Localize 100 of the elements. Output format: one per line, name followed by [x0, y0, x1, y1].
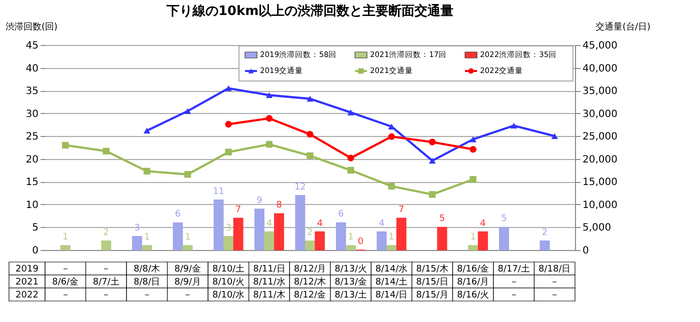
bar — [142, 245, 152, 250]
data-label: 7 — [398, 205, 404, 216]
y2-tick-label: 40,000 — [582, 63, 618, 74]
text: 8/8/木 — [134, 264, 160, 274]
data-label: 1 — [470, 232, 476, 242]
point — [347, 110, 354, 116]
bar — [540, 240, 550, 250]
text: 8/16/火 — [456, 290, 490, 300]
text: 2021 — [16, 278, 38, 288]
y2-tick-label: 0 — [582, 246, 589, 256]
data-label: 1 — [184, 232, 191, 242]
text: 8/11/木 — [253, 290, 286, 300]
text: － — [509, 290, 518, 300]
bar — [233, 218, 244, 250]
data-label: 2 — [542, 228, 548, 238]
y2-tick-label: 25,000 — [582, 132, 618, 143]
data-label: 7 — [235, 205, 242, 216]
data-label: 6 — [338, 210, 344, 220]
bar — [60, 245, 70, 250]
data-label: 5 — [501, 214, 507, 224]
data-label: 9 — [256, 196, 263, 206]
y-tick-label: 15 — [26, 177, 38, 188]
point — [470, 176, 476, 183]
y2-tick-label: 45,000 — [582, 40, 618, 52]
bar — [254, 208, 264, 250]
point — [102, 148, 110, 154]
y-tick-label: 0 — [32, 246, 38, 256]
text: 8/14/日 — [375, 290, 408, 300]
data-label: 2 — [103, 228, 110, 238]
text: 8/15/木 — [416, 264, 448, 274]
y2-tick-label: 5,000 — [582, 222, 612, 234]
text: 8/13/土 — [334, 290, 367, 300]
text: 8/16/金 — [456, 264, 490, 274]
bar — [437, 226, 448, 250]
text: 8/13/金 — [334, 276, 367, 288]
text: 8/13/火 — [334, 264, 367, 274]
point — [144, 128, 150, 134]
point — [388, 133, 395, 140]
point — [306, 130, 314, 138]
point — [225, 85, 232, 92]
chart-title: 下り線の10km以上の渋滞回数と主要断面交通量 — [165, 3, 454, 19]
bar — [304, 240, 316, 250]
data-label: 4 — [316, 218, 323, 229]
point — [225, 148, 232, 156]
y2-tick-label: 15,000 — [582, 177, 618, 188]
text: 8/12/木 — [294, 276, 326, 288]
y-tick-label: 10 — [26, 200, 38, 211]
text: 8/7/土 — [92, 276, 120, 288]
text: 8/10/土 — [212, 264, 245, 274]
bar — [132, 236, 142, 250]
point — [347, 154, 354, 162]
point — [470, 136, 476, 142]
text: － — [183, 290, 192, 300]
bar — [101, 240, 112, 250]
data-label: 11 — [212, 186, 224, 197]
text: 8/10/火 — [212, 276, 245, 288]
text: 8/6/金 — [52, 276, 79, 288]
point — [551, 133, 558, 140]
text: － — [60, 264, 70, 274]
bar — [478, 231, 488, 250]
point — [510, 122, 518, 129]
text: 8/15/月 — [416, 290, 448, 300]
point — [266, 114, 273, 122]
y-tick-label: 5 — [32, 222, 38, 234]
text: 8/11/日 — [253, 264, 286, 274]
text: 8/10/水 — [212, 290, 245, 300]
text: － — [60, 290, 70, 300]
data-label: 1 — [388, 232, 394, 242]
text: 8/12/金 — [294, 290, 326, 300]
y-tick-label: 45 — [26, 40, 38, 52]
text: － — [102, 290, 111, 300]
y-tick-label: 40 — [26, 63, 38, 74]
text: 2022 — [16, 290, 38, 300]
bar — [223, 236, 234, 250]
y-tick-label: 35 — [26, 86, 38, 98]
text: 8/18/日 — [538, 264, 571, 274]
y2-tick-label: 30,000 — [582, 108, 618, 120]
point — [428, 138, 436, 146]
bar — [336, 222, 346, 250]
data-label: 0 — [358, 237, 364, 247]
point — [388, 182, 395, 190]
y-tick-label: 25 — [26, 132, 38, 143]
bar — [264, 231, 274, 250]
y-tick-label: 30 — [26, 108, 38, 120]
point — [306, 152, 314, 160]
text: 8/9/金 — [174, 264, 201, 274]
y2-tick-label: 20,000 — [582, 154, 618, 166]
point — [62, 142, 69, 149]
text: － — [102, 264, 111, 274]
bar — [468, 245, 478, 250]
point — [428, 191, 436, 198]
data-label: 4 — [480, 218, 486, 229]
point — [225, 120, 232, 128]
bar — [376, 231, 387, 250]
text: 8/9/月 — [174, 278, 201, 288]
data-label: 1 — [62, 232, 68, 242]
text: 8/16/月 — [456, 278, 490, 288]
point — [144, 168, 150, 175]
text: 8/12/月 — [294, 264, 326, 274]
text: － — [142, 290, 152, 300]
